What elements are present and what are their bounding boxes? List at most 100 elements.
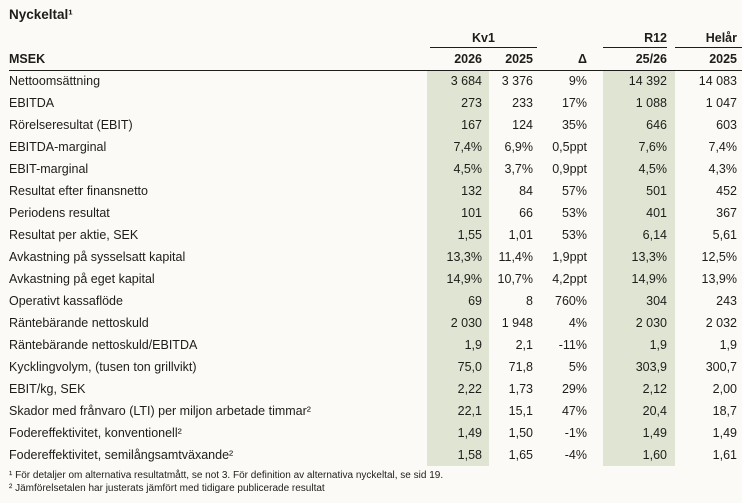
row-value-delta: 29% [561, 382, 587, 396]
row-label: Resultat efter finansnetto [9, 184, 148, 198]
table-row: Periodens resultat 101 66 53% 401 367 [9, 202, 742, 224]
column-header-delta: Δ [540, 48, 594, 71]
row-value-kv1-2026: 7,4% [427, 136, 489, 158]
row-value-delta: 53% [561, 228, 587, 242]
row-label: Kycklingvolym, (tusen ton grillvikt) [9, 360, 197, 374]
row-value-delta: 760% [555, 294, 587, 308]
row-value-kv1-2025: 71,8 [508, 360, 533, 374]
group-header-delta-spacer [540, 30, 594, 48]
row-value-kv1-2025: 1 948 [501, 316, 533, 330]
row-label: Skador med frånvaro (LTI) per miljon arb… [9, 404, 311, 418]
table-row: Skador med frånvaro (LTI) per miljon arb… [9, 400, 742, 422]
row-value-r12-2526: 13,3% [603, 246, 675, 268]
row-value-kv1-2025: 2,1 [515, 338, 533, 352]
row-value-helar-2025: 4,3% [708, 162, 738, 176]
row-label: EBIT/kg, SEK [9, 382, 86, 396]
page-title: Nyckeltal¹ [9, 7, 73, 22]
row-value-helar-2025: 1,49 [712, 426, 737, 440]
table-row: EBITDA-marginal 7,4% 6,9% 0,5ppt 7,6% 7,… [9, 136, 742, 158]
row-value-r12-2526: 14 392 [603, 70, 675, 92]
row-gap [594, 422, 603, 444]
row-label: EBITDA [9, 96, 55, 110]
row-value-kv1-2026: 1,49 [427, 422, 489, 444]
row-value-kv1-2026: 3 684 [427, 70, 489, 92]
row-value-kv1-2026: 2,22 [427, 378, 489, 400]
row-value-r12-2526: 1,9 [603, 334, 675, 356]
row-value-helar-2025: 367 [716, 206, 737, 220]
key-figures-table: Kv1 R12 Helår MSEK 2026 2025 Δ 25/26 202… [9, 30, 742, 466]
column-group-helar: Helår [675, 30, 742, 48]
row-value-kv1-2026: 69 [427, 290, 489, 312]
row-value-kv1-2025: 1,65 [508, 448, 533, 462]
row-gap [594, 290, 603, 312]
row-value-r12-2526: 20,4 [603, 400, 675, 422]
footnote-1: ¹ För detaljer om alternativa resultatmå… [9, 470, 444, 481]
column-group-helar-label: Helår [675, 31, 742, 48]
row-value-r12-2526: 1,49 [603, 422, 675, 444]
row-value-kv1-2026: 14,9% [427, 268, 489, 290]
row-value-delta: -1% [564, 426, 587, 440]
table-body: Nettoomsättning 3 684 3 376 9% 14 392 14… [9, 70, 742, 466]
column-group-r12: R12 [603, 30, 675, 48]
column-group-kv1: Kv1 [427, 30, 540, 48]
row-value-kv1-2025: 84 [519, 184, 533, 198]
row-gap [594, 334, 603, 356]
row-value-delta: 4% [568, 316, 587, 330]
row-gap [594, 202, 603, 224]
table-row: Resultat per aktie, SEK 1,55 1,01 53% 6,… [9, 224, 742, 246]
row-value-delta: -11% [558, 338, 587, 352]
group-header-spacer [9, 30, 427, 48]
row-gap [594, 158, 603, 180]
table-row: Resultat efter finansnetto 132 84 57% 50… [9, 180, 742, 202]
row-value-helar-2025: 2,00 [712, 382, 737, 396]
row-value-r12-2526: 14,9% [603, 268, 675, 290]
table-header-row: MSEK 2026 2025 Δ 25/26 2025 [9, 48, 742, 71]
row-value-kv1-2026: 22,1 [427, 400, 489, 422]
column-header-2026: 2026 [427, 48, 489, 71]
row-value-delta: -4% [564, 448, 587, 462]
row-gap [594, 136, 603, 158]
table-row: Räntebärande nettoskuld/EBITDA 1,9 2,1 -… [9, 334, 742, 356]
row-value-r12-2526: 646 [603, 114, 675, 136]
row-label: Avkastning på eget kapital [9, 272, 155, 286]
row-value-kv1-2025: 3,7% [504, 162, 534, 176]
table-row: EBIT-marginal 4,5% 3,7% 0,9ppt 4,5% 4,3% [9, 158, 742, 180]
row-value-kv1-2025: 6,9% [504, 140, 534, 154]
table-row: EBIT/kg, SEK 2,22 1,73 29% 2,12 2,00 [9, 378, 742, 400]
row-value-kv1-2025: 15,1 [508, 404, 533, 418]
table-row: Kycklingvolym, (tusen ton grillvikt) 75,… [9, 356, 742, 378]
table-row: Operativt kassaflöde 69 8 760% 304 243 [9, 290, 742, 312]
row-value-r12-2526: 1,60 [603, 444, 675, 466]
row-gap [594, 356, 603, 378]
row-value-helar-2025: 243 [716, 294, 737, 308]
column-header-helar-2025: 2025 [675, 48, 742, 71]
row-gap [594, 312, 603, 334]
row-label: Periodens resultat [9, 206, 110, 220]
table-row: EBITDA 273 233 17% 1 088 1 047 [9, 92, 742, 114]
column-header-gap [594, 48, 603, 71]
footnotes: ¹ För detaljer om alternativa resultatmå… [9, 469, 742, 495]
group-header-gap [594, 30, 603, 48]
row-value-helar-2025: 14 083 [698, 74, 737, 89]
column-header-2025: 2025 [489, 48, 540, 71]
row-value-helar-2025: 1,9 [719, 338, 737, 352]
row-value-helar-2025: 2 032 [705, 316, 737, 330]
table-row: Fodereffektivitet, semilångsamtväxande² … [9, 444, 742, 466]
row-value-helar-2025: 452 [716, 184, 737, 198]
column-group-kv1-label: Kv1 [430, 31, 537, 48]
footnote-2: ² Jämförelsetalen har justerats jämfört … [9, 483, 325, 494]
table-row: Avkastning på eget kapital 14,9% 10,7% 4… [9, 268, 742, 290]
row-value-delta: 4,2ppt [552, 272, 587, 286]
row-gap [594, 70, 603, 92]
row-value-r12-2526: 304 [603, 290, 675, 312]
row-label: Räntebärande nettoskuld/EBITDA [9, 338, 198, 352]
row-value-helar-2025: 300,7 [705, 360, 737, 374]
row-label: Fodereffektivitet, semilångsamtväxande² [9, 448, 234, 462]
row-value-r12-2526: 4,5% [603, 158, 675, 180]
column-group-r12-label: R12 [603, 31, 667, 48]
row-value-kv1-2026: 273 [427, 92, 489, 114]
row-gap [594, 378, 603, 400]
row-gap [594, 246, 603, 268]
row-gap [594, 400, 603, 422]
